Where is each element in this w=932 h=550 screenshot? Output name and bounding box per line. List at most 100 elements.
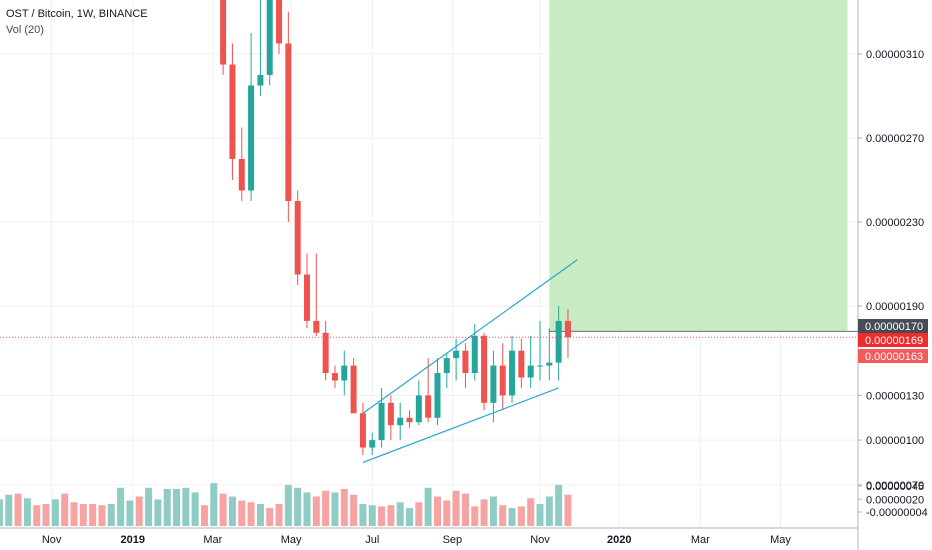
x-tick-label: 2020	[607, 534, 631, 546]
price-tag-red-light: 0.00000163	[858, 349, 928, 363]
candle-body	[238, 159, 245, 191]
candle-body	[462, 350, 469, 374]
price-tag-dark: 0.00000170	[858, 319, 928, 333]
price-tag-label: 0.00000169	[865, 335, 923, 347]
candle	[527, 335, 534, 388]
volume-bar	[527, 498, 535, 526]
x-tick-label: Mar	[203, 534, 222, 546]
symbol-title: OST / Bitcoin, 1W, BINANCE	[6, 8, 148, 20]
candle-body	[518, 350, 525, 378]
candle	[397, 402, 404, 441]
volume-bar	[480, 499, 488, 526]
volume-bar	[387, 505, 395, 526]
candle	[248, 33, 255, 201]
candle	[564, 308, 571, 359]
x-tick-label: Mar	[691, 534, 710, 546]
x-tick-label: May	[770, 534, 791, 546]
volume-bar	[452, 490, 460, 526]
volume-bar	[499, 505, 507, 526]
volume-bar	[443, 500, 451, 526]
volume-bar	[508, 508, 516, 526]
candle	[425, 358, 432, 423]
candle-body	[443, 358, 450, 374]
channel-lower-line	[362, 387, 559, 464]
candle	[415, 380, 422, 426]
candle	[238, 127, 245, 201]
candle-body	[471, 335, 478, 374]
volume-bar	[303, 492, 311, 526]
candle-body	[369, 440, 376, 448]
candle-body	[294, 201, 301, 275]
candle	[257, 0, 264, 96]
volume-bar	[89, 504, 97, 526]
y-tick-label: -0.00000004	[866, 507, 928, 519]
candle-body	[481, 335, 488, 403]
volume-bar	[555, 484, 563, 526]
volume-bar	[173, 488, 181, 526]
volume-bar	[359, 504, 367, 526]
candle-body	[397, 417, 404, 426]
channel-upper-line	[362, 259, 578, 414]
volume-bar	[70, 502, 78, 526]
candle	[220, 0, 227, 75]
volume-bar	[42, 504, 50, 526]
volume-bar	[219, 493, 227, 526]
volume-bar	[461, 493, 469, 526]
candle-body	[537, 365, 543, 367]
volume-bar	[489, 496, 497, 526]
candle	[369, 432, 376, 455]
volume-bar	[247, 502, 255, 526]
volume-bar	[396, 502, 404, 526]
volume-bar	[340, 488, 348, 526]
candle	[266, 0, 273, 86]
volume-bar	[294, 487, 302, 526]
candle	[443, 353, 450, 388]
volume-bar	[424, 487, 432, 526]
candle-body	[509, 350, 516, 396]
x-tick-label: 2019	[120, 534, 144, 546]
y-tick-label: 0.00000190	[866, 301, 924, 313]
candle-body	[434, 373, 441, 418]
candle-body	[229, 64, 236, 159]
candle-body	[387, 402, 394, 426]
volume-bar	[107, 504, 115, 526]
candle-body	[555, 320, 562, 363]
chart-legend: OST / Bitcoin, 1W, BINANCE Vol (20)	[6, 6, 148, 38]
y-tick-label: 0.00000100	[866, 435, 924, 447]
volume-bar	[284, 484, 292, 526]
candle-body	[304, 274, 310, 321]
volume-bar	[471, 506, 479, 526]
candle	[304, 253, 310, 329]
candle	[294, 190, 301, 285]
volume-bar	[406, 508, 414, 526]
y-tick-label: 0.00000270	[866, 133, 924, 145]
candle	[387, 395, 394, 441]
volume-bar	[14, 493, 22, 526]
volume-bar	[331, 492, 339, 526]
candle	[322, 320, 329, 381]
volume-bar	[433, 496, 441, 526]
price-tag-bg	[858, 333, 928, 347]
volume-bar	[210, 483, 218, 526]
candle	[499, 343, 506, 411]
candle-body	[359, 413, 366, 448]
candle-body	[257, 75, 264, 86]
volume-bar	[98, 505, 106, 526]
volume-bar	[0, 499, 3, 526]
y-tick-label: 0.00000130	[866, 390, 924, 402]
volume-bar	[322, 490, 330, 526]
candle-body	[276, 0, 283, 44]
candle	[331, 365, 338, 388]
y-tick-label: 0.00000045	[866, 481, 924, 493]
volume-bar	[23, 498, 31, 526]
candle	[229, 43, 236, 180]
x-tick-label: Nov	[530, 534, 550, 546]
y-tick-label: 0.00000020	[866, 494, 924, 506]
volume-bar	[61, 493, 69, 526]
candle	[350, 358, 357, 414]
candle	[509, 335, 516, 403]
candle-body	[285, 43, 292, 201]
volume-bar	[145, 487, 153, 526]
